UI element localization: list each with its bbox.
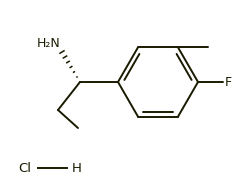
Text: H₂N: H₂N xyxy=(36,37,60,50)
Text: Cl: Cl xyxy=(18,162,31,174)
Text: H: H xyxy=(72,162,82,174)
Text: F: F xyxy=(225,75,232,88)
